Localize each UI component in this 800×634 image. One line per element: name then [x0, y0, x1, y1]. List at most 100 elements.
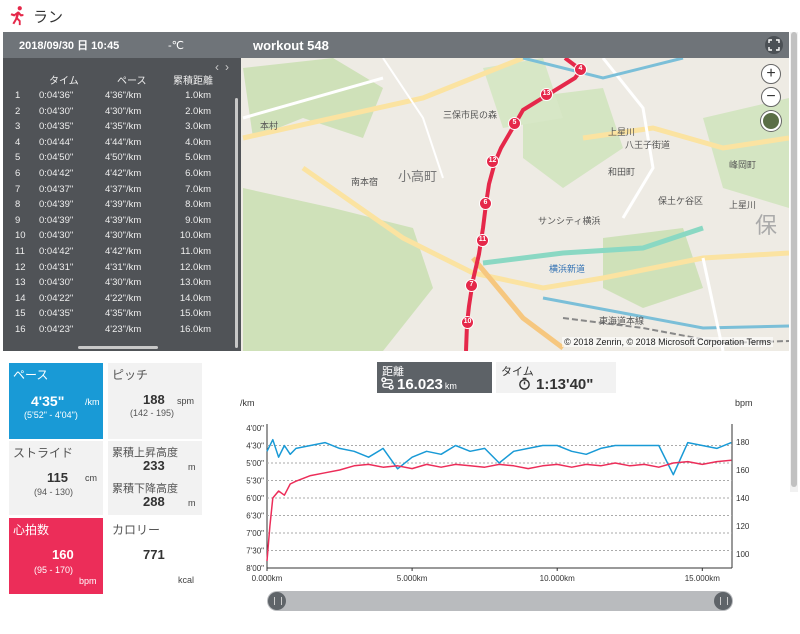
stopwatch-icon	[519, 377, 530, 390]
lap-distance: 14.0km	[179, 292, 211, 304]
workout-title[interactable]: workout 548	[253, 37, 329, 53]
lap-row[interactable]: 4 0:04'44" 4'44"/km 4.0km	[3, 136, 241, 152]
laps-table[interactable]: ‹› タイム ペース 累積距離 1 0:04'36" 4'36"/km 1.0km 2 0…	[3, 58, 241, 351]
route-marker[interactable]: 4	[574, 63, 587, 76]
route-marker[interactable]: 13	[540, 88, 553, 101]
heart-rate-label: 心拍数	[13, 523, 50, 537]
time-summary[interactable]: タイム 1:13'40"	[496, 362, 616, 393]
lap-number: 4	[15, 136, 21, 148]
laps-nav-arrows[interactable]: ‹›	[215, 60, 235, 74]
lap-time: 0:04'36"	[39, 90, 74, 101]
lap-row[interactable]: 13 0:04'30" 4'30"/km 13.0km	[3, 276, 241, 292]
zoom-in-button[interactable]: +	[761, 64, 781, 84]
pace-line	[266, 438, 732, 476]
lap-row[interactable]: 16 0:04'23" 4'23"/km 16.0km	[3, 323, 241, 339]
route-marker[interactable]: 7	[465, 279, 478, 292]
lap-number: 8	[15, 199, 21, 211]
map-layer-button[interactable]	[761, 111, 781, 131]
route-marker[interactable]: 11	[476, 234, 489, 247]
lap-row[interactable]: 1 0:04'36" 4'36"/km 1.0km	[3, 89, 241, 105]
lap-pace: 4'39"/km	[105, 199, 142, 211]
y-tick-right: 120	[736, 522, 750, 531]
chart-svg: /km bpm 4'00" 4'30" 5'00" 5'30" 6'00" 6'30" 7'00…	[240, 398, 753, 583]
lap-row[interactable]: 2 0:04'30" 4'30"/km 2.0km	[3, 105, 241, 121]
slider-left-handle[interactable]	[268, 592, 286, 610]
lap-pace: 4'22"/km	[105, 292, 142, 304]
lap-row[interactable]: 3 0:04'35" 4'35"/km 3.0km	[3, 120, 241, 136]
stride-label: ストライド	[13, 446, 74, 460]
map-label: 本村	[260, 121, 279, 131]
lap-time: 0:04'23"	[39, 323, 74, 335]
lap-distance: 6.0km	[185, 167, 211, 179]
distance-label: 距離	[382, 366, 404, 378]
y-tick-left: 5'00"	[246, 459, 264, 468]
lap-pace: 4'30"/km	[105, 105, 142, 117]
pace-heart-chart[interactable]: /km bpm 4'00" 4'30" 5'00" 5'30" 6'00" 6'30" 7'00…	[230, 394, 790, 588]
descent-unit: m	[188, 498, 196, 508]
zoom-out-button[interactable]: −	[761, 87, 781, 107]
distance-summary[interactable]: 距離 16.023 km	[377, 362, 492, 393]
lap-pace: 4'42"/km	[105, 245, 142, 257]
app-bar: ラン	[0, 0, 800, 32]
pitch-card[interactable]: ピッチ 188 spm (142 - 195)	[108, 363, 202, 439]
lap-time: 0:04'35"	[39, 121, 74, 133]
lap-row[interactable]: 15 0:04'35" 4'35"/km 15.0km	[3, 307, 241, 323]
y-tick-left: 8'00"	[246, 564, 264, 573]
y-tick-left: 6'30"	[246, 512, 264, 521]
slider-right-handle[interactable]	[714, 592, 732, 610]
y-tick-right: 180	[736, 438, 750, 447]
heart-rate-card[interactable]: 心拍数 160 (95 - 170) bpm	[9, 518, 103, 594]
lap-row[interactable]: 8 0:04'39" 4'39"/km 8.0km	[3, 198, 241, 214]
col-time: タイム	[49, 76, 79, 87]
route-marker[interactable]: 12	[486, 155, 499, 168]
route-marker[interactable]: 10	[461, 316, 474, 329]
map-label: 三保市民の森	[443, 110, 498, 120]
lap-pace: 4'31"/km	[105, 261, 142, 273]
lap-row[interactable]: 11 0:04'42" 4'42"/km 11.0km	[3, 245, 241, 261]
lap-number: 1	[15, 90, 21, 101]
lap-row[interactable]: 6 0:04'42" 4'42"/km 6.0km	[3, 167, 241, 183]
laps-hscrollbar[interactable]	[78, 346, 158, 349]
lap-row[interactable]: 5 0:04'50" 4'50"/km 5.0km	[3, 151, 241, 167]
lap-time: 0:04'31"	[39, 261, 74, 273]
route-marker[interactable]: 5	[508, 117, 521, 130]
lap-pace: 4'44"/km	[105, 136, 142, 148]
laps-scrollbar[interactable]	[235, 98, 238, 348]
lap-row[interactable]: 9 0:04'39" 4'39"/km 9.0km	[3, 214, 241, 230]
route-marker[interactable]: 6	[479, 197, 492, 210]
lap-distance: 12.0km	[179, 261, 211, 273]
lap-time: 0:04'50"	[39, 152, 74, 164]
chart-range-slider[interactable]	[267, 591, 733, 611]
stride-card[interactable]: ストライド 115 cm (94 - 130)	[9, 441, 103, 515]
calorie-card[interactable]: カロリー 771 kcal	[108, 518, 202, 594]
x-tick: 5.000km	[397, 574, 428, 583]
lap-pace: 4'23"/km	[105, 323, 142, 335]
lap-distance: 5.0km	[185, 152, 211, 164]
map-copyright[interactable]: © 2018 Zenrin, © 2018 Microsoft Corporat…	[562, 337, 773, 347]
page-scrollbar-thumb[interactable]	[791, 32, 797, 487]
calorie-value: 771	[143, 547, 165, 562]
elevation-card[interactable]: 累積上昇高度 233 m 累積下降高度 288 m	[108, 441, 202, 515]
lap-row[interactable]: 7 0:04'37" 4'37"/km 7.0km	[3, 183, 241, 199]
y-tick-left: 7'00"	[246, 529, 264, 538]
y-tick-left: 7'30"	[246, 547, 264, 556]
lap-pace: 4'50"/km	[105, 152, 142, 164]
stride-range: (94 - 130)	[34, 487, 74, 497]
lap-number: 11	[15, 245, 25, 257]
lap-row[interactable]: 14 0:04'22" 4'22"/km 14.0km	[3, 292, 241, 308]
ascent-unit: m	[188, 462, 196, 472]
lap-distance: 1.0km	[185, 90, 211, 101]
lap-time: 0:04'30"	[39, 105, 74, 117]
lap-time: 0:04'30"	[39, 277, 74, 289]
lap-number: 5	[15, 152, 21, 164]
page-scrollbar[interactable]	[790, 32, 798, 492]
lap-row[interactable]: 12 0:04'31" 4'31"/km 12.0km	[3, 261, 241, 277]
lap-pace: 4'37"/km	[105, 183, 142, 195]
expand-icon[interactable]	[765, 36, 783, 54]
map-label: 峰岡町	[729, 160, 757, 170]
lap-number: 7	[15, 183, 21, 195]
pace-card[interactable]: ペース 4'35" /km (5'52" - 4'04")	[9, 363, 103, 439]
lap-row[interactable]: 10 0:04'30" 4'30"/km 10.0km	[3, 229, 241, 245]
lap-number: 12	[15, 261, 26, 273]
distance-value-wrap: 16.023 km	[397, 376, 457, 393]
